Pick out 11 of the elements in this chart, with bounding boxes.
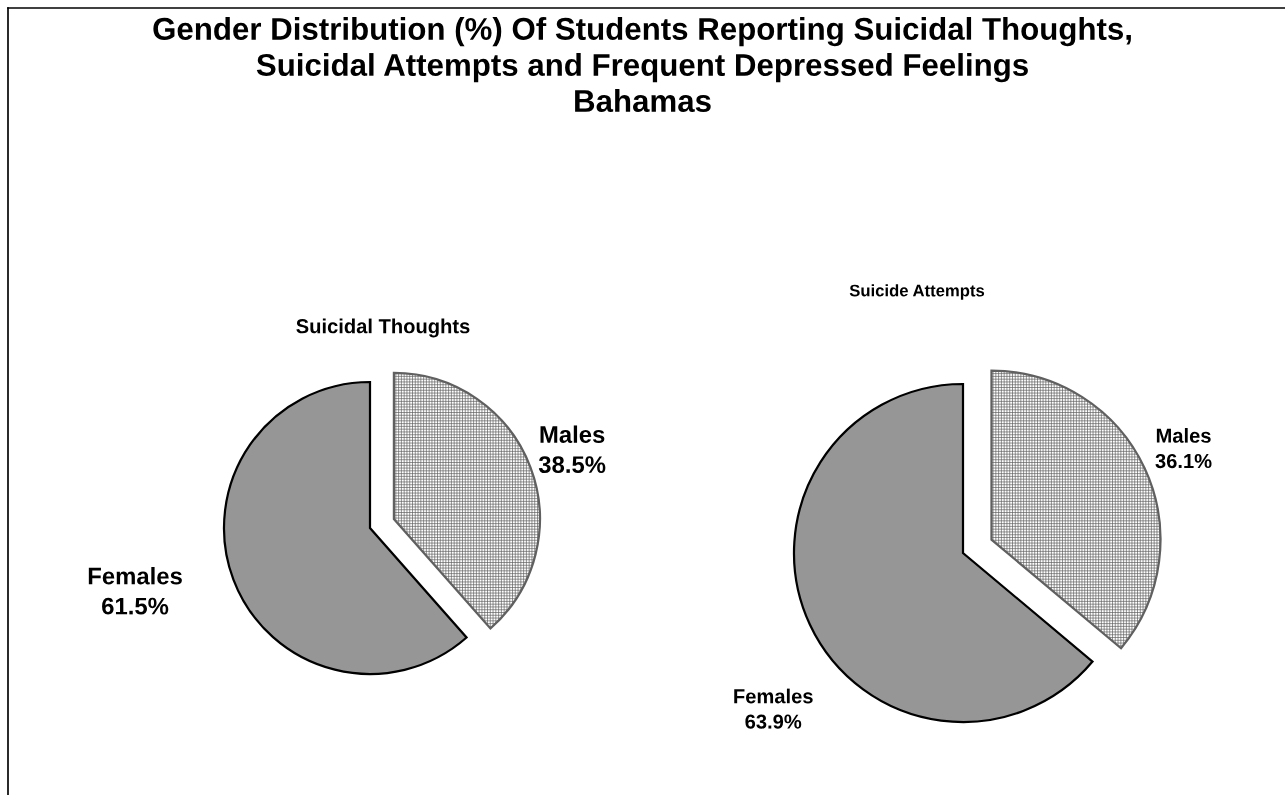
data-label: 38.5% — [538, 456, 606, 474]
chart-title: Suicide Attempts — [849, 284, 985, 300]
slice-label: Females — [734, 688, 813, 704]
data-label: 36.1% — [1155, 453, 1212, 469]
slice-label: Females — [88, 566, 182, 585]
chart-title: Suicidal Thoughts — [296, 318, 470, 338]
text: Gender Distribution (%) Of Students Reporting Suicidal Thoughts, Suicidal Attempts and Frequent Depressed Feelings Bahamas — [153, 17, 1131, 113]
data-label: 61.5% — [102, 597, 169, 615]
slice-label: Males — [540, 425, 605, 443]
data-label: 63.9% — [745, 714, 802, 729]
slice-label: Males — [1156, 428, 1211, 443]
